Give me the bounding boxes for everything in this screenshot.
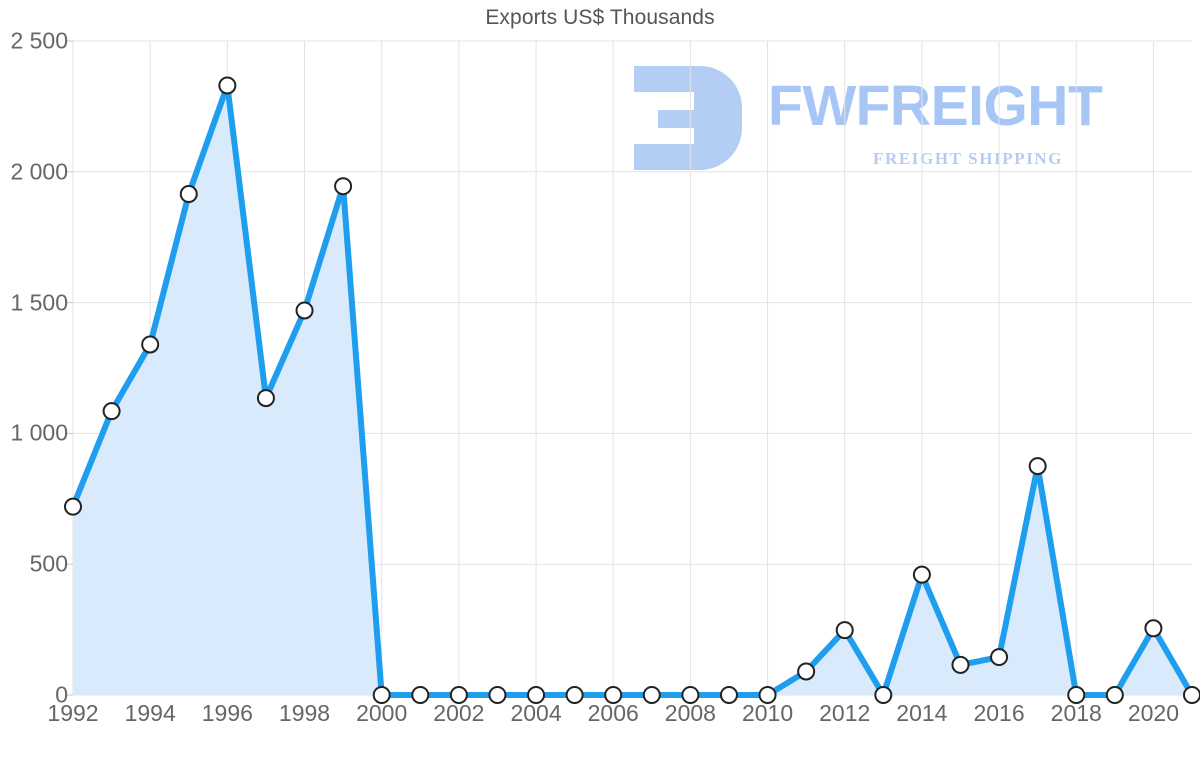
x-tick-label: 2000 — [356, 700, 408, 726]
x-tick-label: 1996 — [201, 700, 253, 726]
data-point-1992[interactable] — [64, 497, 82, 516]
data-point-1993[interactable] — [102, 402, 121, 421]
data-point-1998[interactable] — [295, 301, 314, 320]
y-tick-label: 0 — [55, 681, 68, 708]
x-tick-label: 2020 — [1127, 700, 1179, 726]
chart-title: Exports US$ Thousands — [485, 6, 715, 29]
data-point-1997[interactable] — [256, 389, 275, 408]
data-point-2019[interactable] — [1105, 686, 1124, 704]
data-point-2012[interactable] — [835, 621, 854, 640]
y-tick-label: 2 000 — [10, 158, 68, 185]
x-tick-label: 2006 — [587, 700, 639, 726]
x-tick-label: 1998 — [278, 700, 331, 726]
area-fill — [73, 85, 1192, 696]
y-tick-label: 500 — [29, 550, 68, 577]
data-point-2011[interactable] — [797, 662, 816, 681]
x-tick-label: 2016 — [973, 700, 1025, 726]
data-point-1995[interactable] — [179, 185, 198, 204]
x-tick-label: 1992 — [47, 700, 99, 726]
data-point-2004[interactable] — [527, 686, 546, 704]
data-point-2014[interactable] — [912, 565, 931, 584]
data-point-2000[interactable] — [372, 686, 391, 704]
data-point-1999[interactable] — [334, 177, 353, 196]
data-point-2006[interactable] — [604, 686, 623, 704]
data-point-1996[interactable] — [218, 76, 237, 95]
x-tick-label: 2008 — [664, 700, 716, 726]
data-point-2001[interactable] — [411, 686, 430, 704]
data-point-2016[interactable] — [990, 648, 1009, 667]
x-tick-label: 2002 — [433, 700, 485, 726]
data-point-2005[interactable] — [565, 686, 584, 704]
data-point-2008[interactable] — [681, 686, 700, 704]
x-tick-label: 1994 — [124, 700, 176, 726]
data-point-2021[interactable] — [1183, 686, 1200, 704]
series-line — [70, 82, 1195, 698]
data-point-2015[interactable] — [951, 655, 970, 674]
x-tick-label: 2012 — [819, 700, 871, 726]
x-tick-label: 2010 — [741, 700, 794, 726]
data-point-2018[interactable] — [1067, 686, 1086, 704]
data-point-1994[interactable] — [141, 335, 160, 354]
data-point-2007[interactable] — [642, 686, 661, 704]
y-tick-label: 1 500 — [10, 289, 68, 316]
data-point-markers — [64, 76, 1200, 704]
x-tick-label: 2014 — [896, 700, 948, 726]
data-point-2003[interactable] — [488, 686, 507, 704]
data-point-2010[interactable] — [758, 686, 777, 704]
data-point-2002[interactable] — [449, 686, 468, 704]
x-tick-label: 2004 — [510, 700, 562, 726]
y-tick-label: 1 000 — [10, 419, 68, 446]
data-point-2017[interactable] — [1028, 457, 1047, 476]
data-point-2013[interactable] — [874, 686, 893, 704]
y-tick-label: 2 500 — [10, 27, 68, 54]
data-point-2009[interactable] — [719, 686, 738, 704]
x-tick-label: 2018 — [1050, 700, 1102, 726]
y-axis: 0 500 1 000 1 500 2 000 2 500 — [0, 0, 68, 763]
data-point-2020[interactable] — [1144, 619, 1163, 638]
